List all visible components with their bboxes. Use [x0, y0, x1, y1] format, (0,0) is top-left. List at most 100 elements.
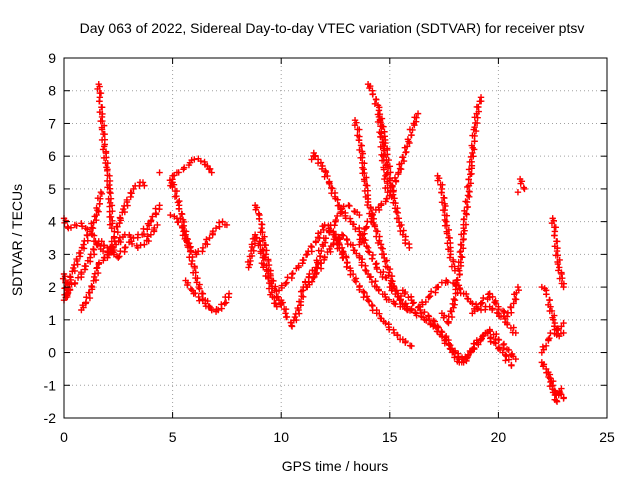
data-point	[175, 218, 182, 226]
data-point	[338, 231, 346, 238]
data-point	[98, 126, 106, 133]
data-point	[202, 302, 210, 310]
data-point	[486, 327, 494, 335]
data-point	[404, 136, 412, 143]
data-point	[382, 319, 389, 327]
data-point	[504, 321, 511, 328]
data-point	[464, 295, 471, 302]
data-point	[320, 226, 327, 234]
data-point	[343, 235, 350, 243]
data-point	[369, 90, 377, 98]
data-point	[268, 277, 276, 284]
data-point	[395, 169, 402, 176]
data-point	[64, 290, 71, 298]
data-point	[255, 215, 263, 222]
data-point	[223, 221, 231, 229]
data-point	[215, 219, 223, 226]
data-point	[102, 159, 109, 167]
data-point	[362, 266, 369, 274]
data-point	[440, 194, 447, 201]
data-point	[505, 346, 512, 354]
data-point	[435, 283, 442, 291]
data-point	[357, 142, 365, 149]
data-point	[406, 244, 413, 252]
data-point	[462, 221, 470, 228]
data-point	[90, 232, 98, 239]
data-point	[300, 293, 307, 301]
data-point	[192, 274, 199, 282]
data-point	[512, 355, 519, 363]
data-point	[521, 185, 528, 193]
data-point	[554, 252, 561, 259]
data-point	[59, 275, 67, 282]
data-point	[460, 230, 467, 238]
data-point	[553, 326, 560, 333]
data-point	[391, 195, 398, 202]
data-point	[356, 236, 363, 243]
data-point	[295, 262, 302, 270]
data-point	[363, 293, 371, 300]
data-point	[106, 221, 114, 228]
data-point	[80, 241, 87, 248]
data-point	[543, 291, 550, 298]
data-point	[556, 264, 563, 271]
data-point	[253, 234, 261, 241]
data-point	[487, 338, 494, 345]
data-point	[392, 300, 399, 308]
data-point	[327, 248, 334, 255]
data-point	[355, 136, 363, 144]
data-point	[459, 254, 466, 261]
data-point	[90, 246, 97, 253]
data-point	[75, 249, 83, 257]
data-point	[408, 305, 415, 312]
data-point	[444, 278, 451, 286]
data-point	[560, 283, 567, 291]
data-point	[312, 152, 319, 159]
data-point	[283, 313, 291, 321]
data-point	[199, 296, 207, 304]
data-point	[318, 247, 325, 255]
data-point	[402, 338, 409, 345]
data-point	[378, 123, 385, 130]
series-arc-r	[304, 231, 415, 314]
data-point	[308, 243, 316, 251]
data-point	[139, 179, 147, 186]
data-point	[364, 198, 372, 206]
data-point	[288, 322, 295, 329]
y-tick-label: 4	[48, 214, 56, 230]
data-point	[116, 234, 124, 241]
data-point	[402, 239, 409, 247]
data-point	[477, 336, 485, 343]
x-tick-label: 5	[169, 429, 177, 445]
data-point	[387, 277, 395, 284]
y-tick-label: 2	[48, 279, 56, 295]
data-point	[61, 291, 68, 299]
data-point	[106, 177, 114, 185]
data-point	[455, 258, 462, 266]
data-point	[368, 255, 376, 262]
data-point	[322, 235, 330, 242]
data-point	[371, 223, 379, 230]
data-point	[467, 153, 475, 161]
data-point	[514, 283, 522, 291]
data-point	[73, 255, 80, 263]
data-point	[384, 151, 391, 158]
data-point	[385, 296, 393, 303]
data-points	[59, 80, 568, 405]
data-point	[466, 188, 473, 196]
data-point	[507, 304, 515, 311]
data-point	[360, 288, 367, 295]
data-point	[476, 98, 483, 105]
data-point	[107, 189, 114, 197]
data-point	[560, 395, 567, 402]
series-arc-z	[417, 277, 519, 337]
series-arc-w	[374, 113, 391, 196]
data-point	[324, 172, 331, 180]
data-point	[500, 344, 507, 352]
data-point	[451, 296, 459, 304]
data-point	[360, 239, 368, 247]
data-point	[391, 174, 399, 182]
data-point	[167, 211, 174, 219]
data-point	[440, 314, 447, 321]
